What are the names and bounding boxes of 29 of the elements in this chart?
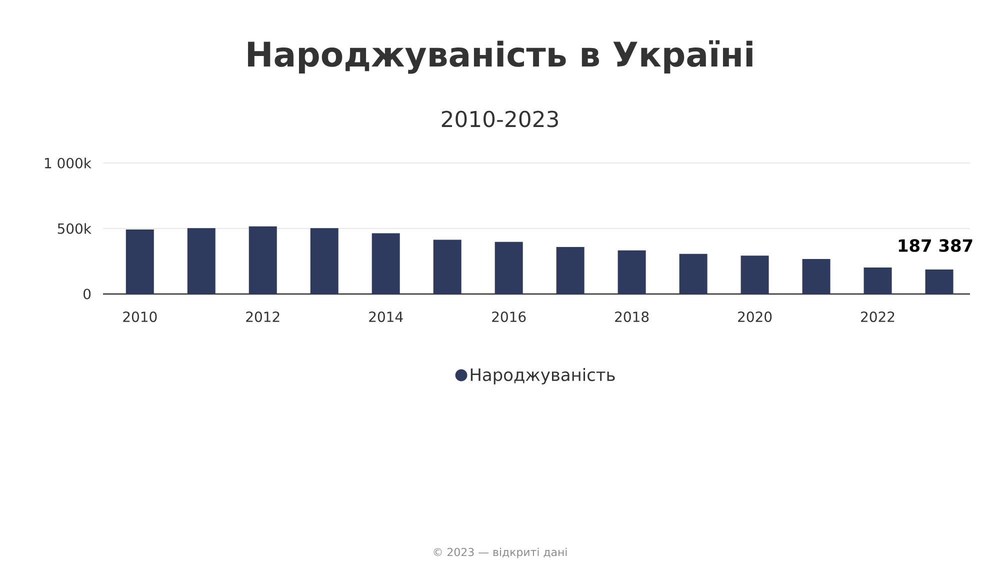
bar	[494, 242, 523, 294]
x-tick-label: 2018	[615, 312, 649, 322]
bar	[433, 240, 462, 294]
bar	[925, 269, 954, 294]
bar	[864, 268, 892, 294]
chart-title: Народжуваність в Україні	[248, 40, 752, 74]
x-tick-label: 2010	[123, 312, 157, 322]
y-tick-label: 0	[84, 288, 91, 300]
x-tick-label: 2020	[738, 312, 772, 322]
x-tick-label: 2014	[369, 312, 403, 322]
y-tick-label: 1 000k	[45, 158, 92, 168]
bar	[802, 259, 830, 294]
text: © 2023 — відкриті дані	[434, 548, 567, 558]
y-tick-label: 500k	[58, 223, 92, 234]
bar	[740, 256, 769, 294]
data-label: 187 387	[898, 239, 972, 252]
bar	[310, 228, 338, 294]
chart-subtitle: 2010-2023	[442, 110, 558, 128]
bar	[556, 246, 584, 294]
bar	[187, 228, 216, 294]
bar	[248, 226, 277, 294]
legend-label: Народжуваність	[470, 368, 615, 384]
bar	[372, 233, 400, 294]
bar	[126, 230, 154, 294]
x-tick-label: 2022	[861, 312, 894, 322]
bar	[679, 254, 708, 294]
bar	[618, 250, 646, 294]
x-tick-label: 2012	[246, 312, 280, 322]
x-tick-label: 2016	[492, 312, 526, 322]
